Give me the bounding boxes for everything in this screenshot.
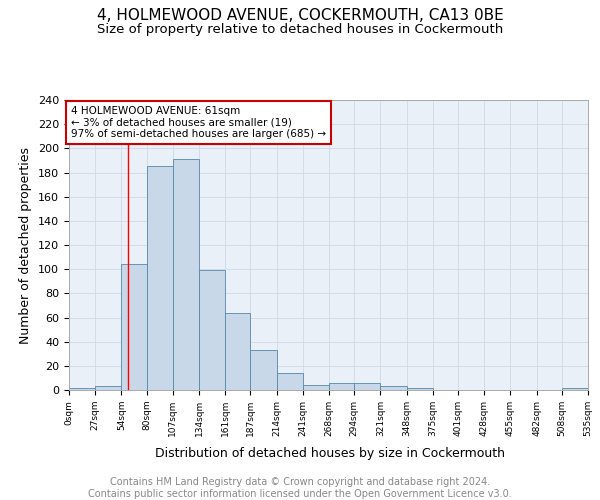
Text: 4, HOLMEWOOD AVENUE, COCKERMOUTH, CA13 0BE: 4, HOLMEWOOD AVENUE, COCKERMOUTH, CA13 0… xyxy=(97,8,503,22)
Text: Size of property relative to detached houses in Cockermouth: Size of property relative to detached ho… xyxy=(97,22,503,36)
Text: 4 HOLMEWOOD AVENUE: 61sqm
← 3% of detached houses are smaller (19)
97% of semi-d: 4 HOLMEWOOD AVENUE: 61sqm ← 3% of detach… xyxy=(71,106,326,139)
Bar xyxy=(407,388,433,390)
Bar xyxy=(173,159,199,390)
Bar xyxy=(277,373,303,390)
Bar xyxy=(225,312,250,390)
Bar xyxy=(121,264,146,390)
Bar xyxy=(562,388,588,390)
Y-axis label: Number of detached properties: Number of detached properties xyxy=(19,146,32,344)
Bar xyxy=(354,383,380,390)
Bar xyxy=(380,386,407,390)
Bar xyxy=(146,166,173,390)
Bar xyxy=(303,385,329,390)
Bar xyxy=(329,383,354,390)
Bar xyxy=(199,270,225,390)
Text: Contains HM Land Registry data © Crown copyright and database right 2024.
Contai: Contains HM Land Registry data © Crown c… xyxy=(88,478,512,499)
Bar xyxy=(69,388,95,390)
Bar xyxy=(95,386,121,390)
Text: Distribution of detached houses by size in Cockermouth: Distribution of detached houses by size … xyxy=(155,448,505,460)
Bar xyxy=(250,350,277,390)
